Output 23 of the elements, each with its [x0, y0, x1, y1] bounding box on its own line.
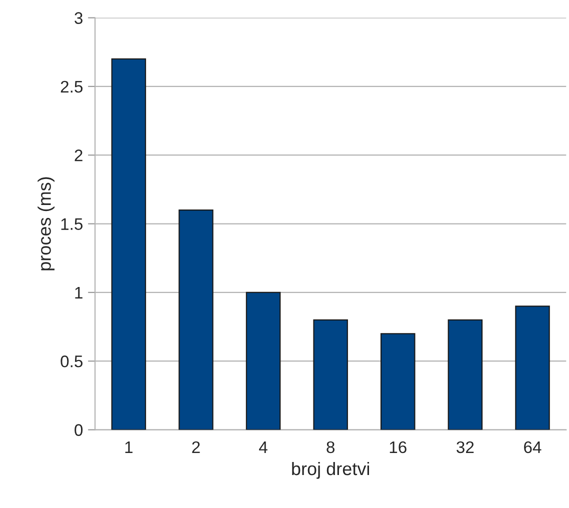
x-axis-title: broj dretvi — [292, 462, 370, 479]
bar — [448, 319, 483, 430]
x-tick-label: 32 — [456, 441, 474, 454]
bar — [380, 333, 416, 430]
x-tick-label: 2 — [192, 441, 200, 453]
bar — [313, 319, 348, 430]
x-tick-label: 1 — [125, 441, 132, 453]
y-tick-label: 2 — [74, 150, 82, 162]
bar — [515, 306, 550, 430]
x-tick-label: 16 — [390, 441, 406, 454]
y-tick-label: 1.5 — [61, 218, 83, 230]
x-tick-label: 8 — [326, 441, 334, 454]
y-tick-label: 2.5 — [60, 80, 83, 93]
bar — [111, 58, 146, 430]
y-tick-label: 1 — [75, 287, 82, 298]
bar — [246, 292, 281, 430]
x-tick-label: 4 — [259, 441, 268, 453]
x-tick-label: 64 — [524, 441, 542, 454]
y-tick-label: 0.5 — [60, 356, 83, 368]
y-tick-label: 3 — [74, 12, 82, 24]
y-axis-title: proces (ms) — [38, 177, 54, 270]
y-tick-label: 0 — [74, 424, 83, 436]
bar — [178, 209, 214, 430]
